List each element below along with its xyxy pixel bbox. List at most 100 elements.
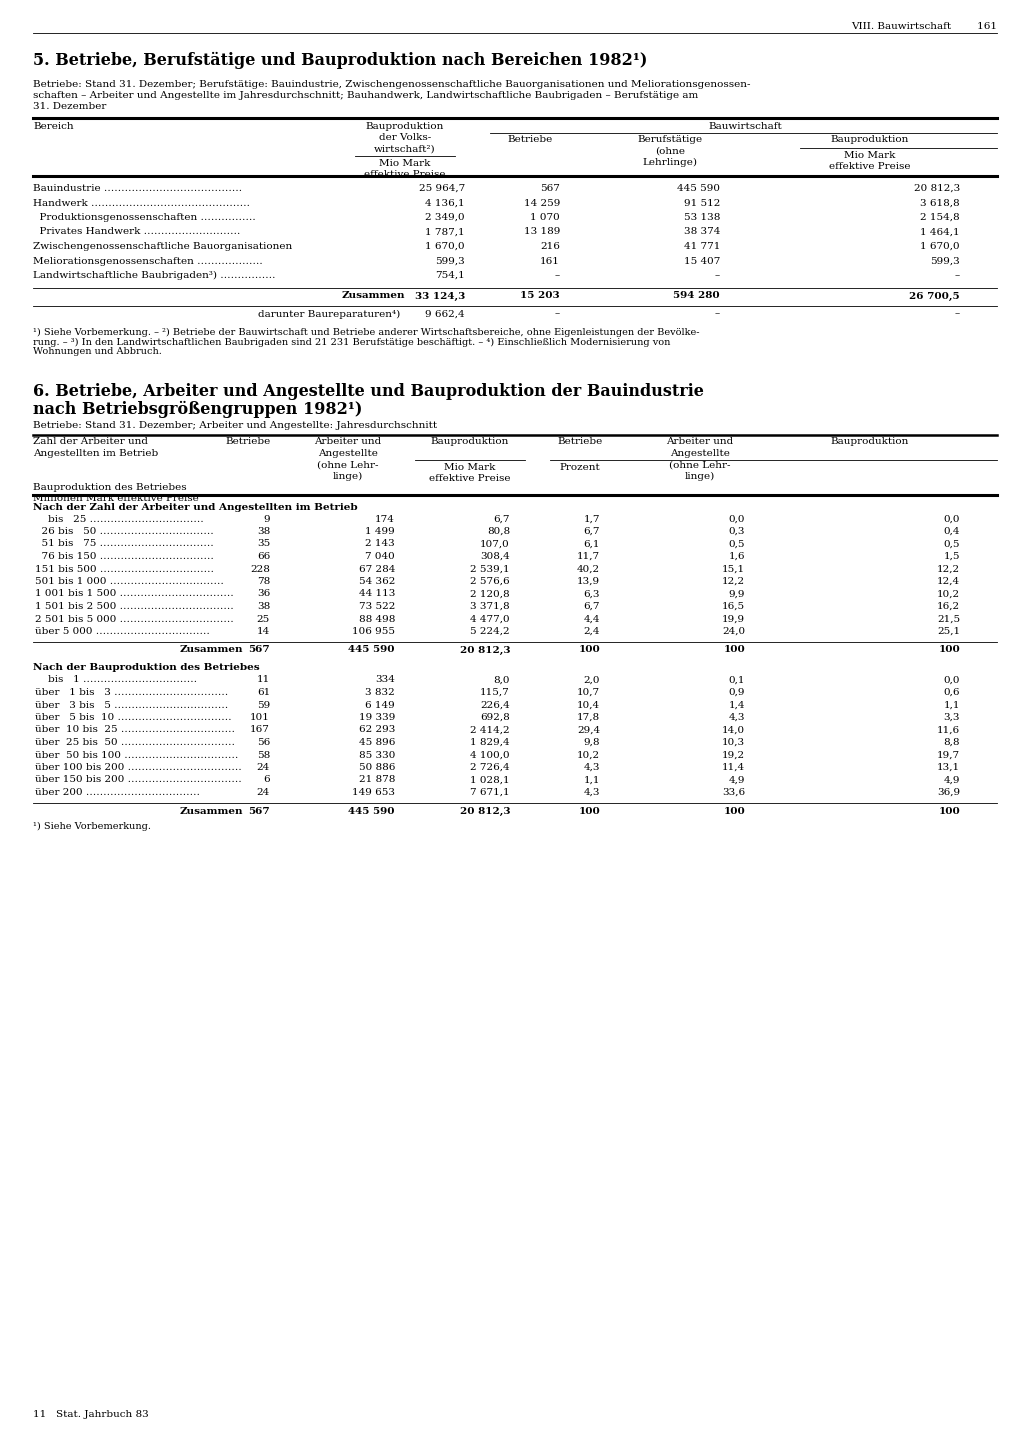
- Text: Landwirtschaftliche Baubrigaden³) …………….: Landwirtschaftliche Baubrigaden³) …………….: [33, 272, 275, 280]
- Text: 115,7: 115,7: [480, 688, 510, 696]
- Text: 25: 25: [257, 615, 270, 623]
- Text: 36,9: 36,9: [937, 788, 961, 797]
- Text: über  50 bis 100 ……………………………: über 50 bis 100 ……………………………: [35, 751, 239, 759]
- Text: Zwischengenossenschaftliche Bauorganisationen: Zwischengenossenschaftliche Bauorganisat…: [33, 242, 292, 252]
- Text: 226,4: 226,4: [480, 701, 510, 709]
- Text: 19,7: 19,7: [937, 751, 961, 759]
- Text: 2 143: 2 143: [366, 539, 395, 549]
- Text: 1,1: 1,1: [584, 775, 600, 785]
- Text: Bauproduktion
der Volks-
wirtschaft²): Bauproduktion der Volks- wirtschaft²): [366, 122, 444, 154]
- Text: Mio Mark
effektive Preise: Mio Mark effektive Preise: [429, 462, 511, 483]
- Text: 53 138: 53 138: [684, 213, 720, 222]
- Text: –: –: [555, 272, 560, 280]
- Text: 1 829,4: 1 829,4: [470, 738, 510, 746]
- Text: über 150 bis 200 ……………………………: über 150 bis 200 ……………………………: [35, 775, 242, 785]
- Text: 20 812,3: 20 812,3: [913, 184, 961, 193]
- Text: 73 522: 73 522: [358, 602, 395, 611]
- Text: Prozent: Prozent: [560, 462, 600, 472]
- Text: 0,0: 0,0: [943, 515, 961, 523]
- Text: Wohnungen und Abbruch.: Wohnungen und Abbruch.: [33, 347, 162, 356]
- Text: 445 590: 445 590: [677, 184, 720, 193]
- Text: 445 590: 445 590: [348, 645, 395, 655]
- Text: 2,0: 2,0: [584, 675, 600, 685]
- Text: 567: 567: [249, 807, 270, 815]
- Text: 61: 61: [257, 688, 270, 696]
- Text: 29,4: 29,4: [577, 725, 600, 735]
- Text: 599,3: 599,3: [435, 256, 465, 266]
- Text: 11   Stat. Jahrbuch 83: 11 Stat. Jahrbuch 83: [33, 1410, 148, 1419]
- Text: 567: 567: [249, 645, 270, 655]
- Text: 9,8: 9,8: [584, 738, 600, 746]
- Text: 24,0: 24,0: [722, 626, 745, 636]
- Text: 26 700,5: 26 700,5: [909, 292, 961, 300]
- Text: 149 653: 149 653: [352, 788, 395, 797]
- Text: 24: 24: [257, 788, 270, 797]
- Text: 3 832: 3 832: [366, 688, 395, 696]
- Text: –: –: [954, 272, 961, 280]
- Text: ¹) Siehe Vorbemerkung.: ¹) Siehe Vorbemerkung.: [33, 821, 151, 831]
- Text: Mio Mark
effektive Preise: Mio Mark effektive Preise: [829, 152, 910, 172]
- Text: über  25 bis  50 ……………………………: über 25 bis 50 ……………………………: [35, 738, 234, 746]
- Text: 1,7: 1,7: [584, 515, 600, 523]
- Text: Arbeiter und
Angestellte
(ohne Lehr-
linge): Arbeiter und Angestellte (ohne Lehr- lin…: [667, 438, 733, 480]
- Text: über  10 bis  25 ……………………………: über 10 bis 25 ……………………………: [35, 725, 234, 735]
- Text: 2,4: 2,4: [584, 626, 600, 636]
- Text: 80,8: 80,8: [486, 528, 510, 536]
- Text: 106 955: 106 955: [352, 626, 395, 636]
- Text: 62 293: 62 293: [358, 725, 395, 735]
- Text: –: –: [715, 309, 720, 319]
- Text: 9: 9: [263, 515, 270, 523]
- Text: über   3 bis   5 ……………………………: über 3 bis 5 ……………………………: [35, 701, 228, 709]
- Text: 2 120,8: 2 120,8: [470, 589, 510, 599]
- Text: –: –: [555, 309, 560, 319]
- Text: 594 280: 594 280: [674, 292, 720, 300]
- Text: Bauproduktion: Bauproduktion: [431, 438, 509, 446]
- Text: 54 362: 54 362: [358, 576, 395, 586]
- Text: 100: 100: [579, 645, 600, 655]
- Text: 0,0: 0,0: [943, 675, 961, 685]
- Text: 151 bis 500 ……………………………: 151 bis 500 ……………………………: [35, 565, 214, 573]
- Text: 17,8: 17,8: [577, 714, 600, 722]
- Text: 100: 100: [938, 807, 961, 815]
- Text: Zahl der Arbeiter und
Angestellten im Betrieb: Zahl der Arbeiter und Angestellten im Be…: [33, 438, 159, 458]
- Text: 1 787,1: 1 787,1: [425, 227, 465, 236]
- Text: 107,0: 107,0: [480, 539, 510, 549]
- Text: Berufstätige
(ohne
Lehrlinge): Berufstätige (ohne Lehrlinge): [637, 134, 702, 167]
- Text: 38 374: 38 374: [684, 227, 720, 236]
- Text: 6 149: 6 149: [366, 701, 395, 709]
- Text: Bauwirtschaft: Bauwirtschaft: [709, 122, 782, 132]
- Text: 228: 228: [250, 565, 270, 573]
- Text: 36: 36: [257, 589, 270, 599]
- Text: 59: 59: [257, 701, 270, 709]
- Text: 2 726,4: 2 726,4: [470, 764, 510, 772]
- Text: 15,1: 15,1: [722, 565, 745, 573]
- Text: Bauproduktion: Bauproduktion: [830, 134, 909, 144]
- Text: 100: 100: [723, 645, 745, 655]
- Text: 1 464,1: 1 464,1: [921, 227, 961, 236]
- Text: über 5 000 ……………………………: über 5 000 ……………………………: [35, 626, 210, 636]
- Text: Produktionsgenossenschaften …………….: Produktionsgenossenschaften …………….: [33, 213, 256, 222]
- Text: 308,4: 308,4: [480, 552, 510, 561]
- Text: 15 203: 15 203: [520, 292, 560, 300]
- Text: 76 bis 150 ……………………………: 76 bis 150 ……………………………: [35, 552, 214, 561]
- Text: 1,6: 1,6: [728, 552, 745, 561]
- Text: nach Betriebsgrößengruppen 1982¹): nach Betriebsgrößengruppen 1982¹): [33, 400, 362, 418]
- Text: 0,9: 0,9: [728, 688, 745, 696]
- Text: 1,4: 1,4: [728, 701, 745, 709]
- Text: 754,1: 754,1: [435, 272, 465, 280]
- Text: 5. Betriebe, Berufstätige und Bauproduktion nach Bereichen 1982¹): 5. Betriebe, Berufstätige und Bauprodukt…: [33, 51, 647, 69]
- Text: 33,6: 33,6: [722, 788, 745, 797]
- Text: rung. – ³) In den Landwirtschaftlichen Baubrigaden sind 21 231 Berufstätige besc: rung. – ³) In den Landwirtschaftlichen B…: [33, 337, 671, 346]
- Text: 0,6: 0,6: [943, 688, 961, 696]
- Text: Betriebe: Stand 31. Dezember; Berufstätige: Bauindustrie, Zwischengenossenschaft: Betriebe: Stand 31. Dezember; Berufstäti…: [33, 80, 751, 89]
- Text: 12,4: 12,4: [937, 576, 961, 586]
- Text: 445 590: 445 590: [348, 807, 395, 815]
- Text: 12,2: 12,2: [937, 565, 961, 573]
- Text: Betriebe: Betriebe: [557, 438, 603, 446]
- Text: 25 964,7: 25 964,7: [419, 184, 465, 193]
- Text: 20 812,3: 20 812,3: [460, 645, 510, 655]
- Text: 501 bis 1 000 ……………………………: 501 bis 1 000 ……………………………: [35, 576, 224, 586]
- Text: Betriebe: Stand 31. Dezember; Arbeiter und Angestellte: Jahresdurchschnitt: Betriebe: Stand 31. Dezember; Arbeiter u…: [33, 420, 437, 429]
- Text: 2 154,8: 2 154,8: [921, 213, 961, 222]
- Text: 2 349,0: 2 349,0: [425, 213, 465, 222]
